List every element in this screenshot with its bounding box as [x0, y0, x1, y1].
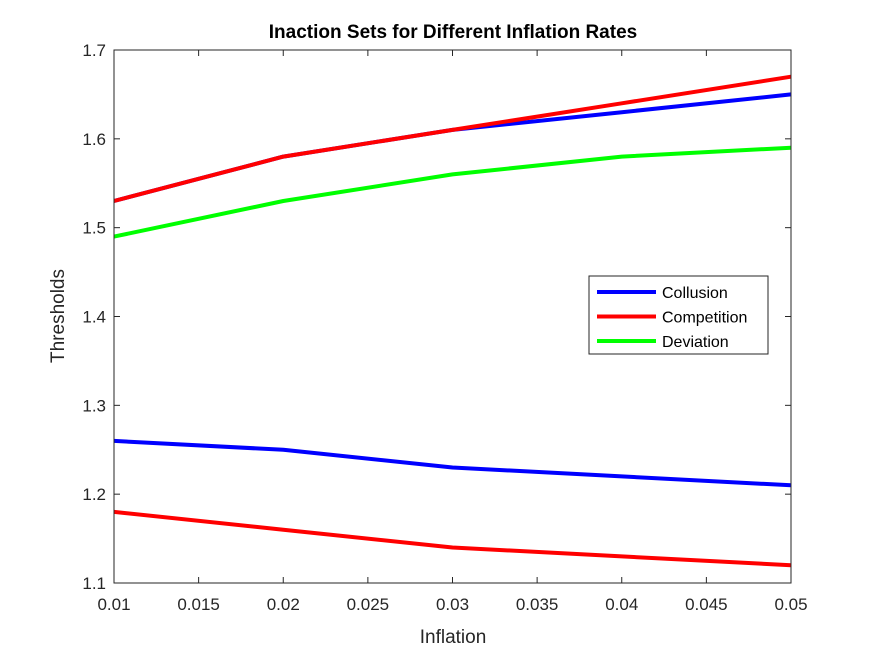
y-tick-label: 1.7 — [82, 41, 106, 60]
x-tick-label: 0.02 — [267, 595, 300, 614]
y-axis-label: Thresholds — [48, 269, 69, 363]
legend: Collusion Competition Deviation — [588, 275, 769, 355]
x-tick-label: 0.045 — [685, 595, 728, 614]
series-line-5 — [113, 145, 792, 239]
legend-label-deviation: Deviation — [662, 334, 729, 351]
x-tick-label: 0.03 — [436, 595, 469, 614]
x-tick-label: 0.04 — [605, 595, 638, 614]
y-tick-label: 1.2 — [82, 485, 106, 504]
series-layer — [113, 74, 792, 568]
series-line-4 — [113, 509, 792, 568]
chart-title: Inaction Sets for Different Inflation Ra… — [269, 22, 637, 43]
legend-label-collusion: Collusion — [662, 285, 728, 302]
x-tick-label: 0.015 — [177, 595, 220, 614]
series-line-3 — [113, 74, 792, 203]
y-tick-label: 1.3 — [82, 396, 106, 415]
axes-layer: 0.01 0.015 0.02 0.025 0.03 0.035 0.04 0.045 0.05… — [82, 41, 807, 614]
series-line-2 — [113, 438, 792, 488]
x-axis-label: Inflation — [420, 627, 487, 648]
y-tick-label: 1.4 — [82, 308, 106, 327]
legend-label-competition: Competition — [662, 310, 747, 327]
x-tick-label: 0.025 — [347, 595, 390, 614]
x-tick-label: 0.05 — [774, 595, 807, 614]
y-tick-label: 1.1 — [82, 574, 106, 593]
y-tick-label: 1.6 — [82, 130, 106, 149]
y-tick-label: 1.5 — [82, 219, 106, 238]
x-tick-label: 0.01 — [97, 595, 130, 614]
x-tick-label: 0.035 — [516, 595, 559, 614]
